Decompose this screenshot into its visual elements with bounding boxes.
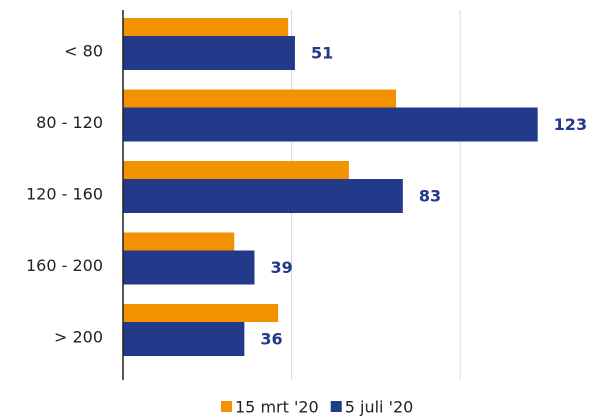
y-tick-label: 120 - 160 [26, 185, 103, 204]
bar [123, 18, 289, 36]
value-label: 51 [311, 44, 333, 63]
value-label: 83 [419, 187, 441, 206]
bar [123, 322, 245, 356]
bar [123, 107, 538, 142]
bar [123, 89, 397, 108]
legend-swatch [330, 401, 342, 412]
value-label: 123 [554, 115, 587, 134]
legend-label: 15 mrt '20 [235, 398, 319, 417]
y-tick-label: 160 - 200 [26, 256, 103, 275]
bar [123, 179, 403, 213]
bar [123, 250, 255, 285]
bar [123, 36, 295, 70]
y-tick-label: 80 - 120 [36, 113, 103, 132]
value-label: 36 [260, 330, 282, 349]
legend-label: 5 juli '20 [345, 398, 414, 417]
y-tick-label: < 80 [64, 42, 103, 61]
bar [123, 232, 235, 251]
bar [123, 304, 279, 322]
y-tick-label: > 200 [54, 328, 103, 347]
value-label: 39 [270, 258, 292, 277]
bar [123, 161, 349, 179]
legend-swatch [221, 401, 232, 412]
